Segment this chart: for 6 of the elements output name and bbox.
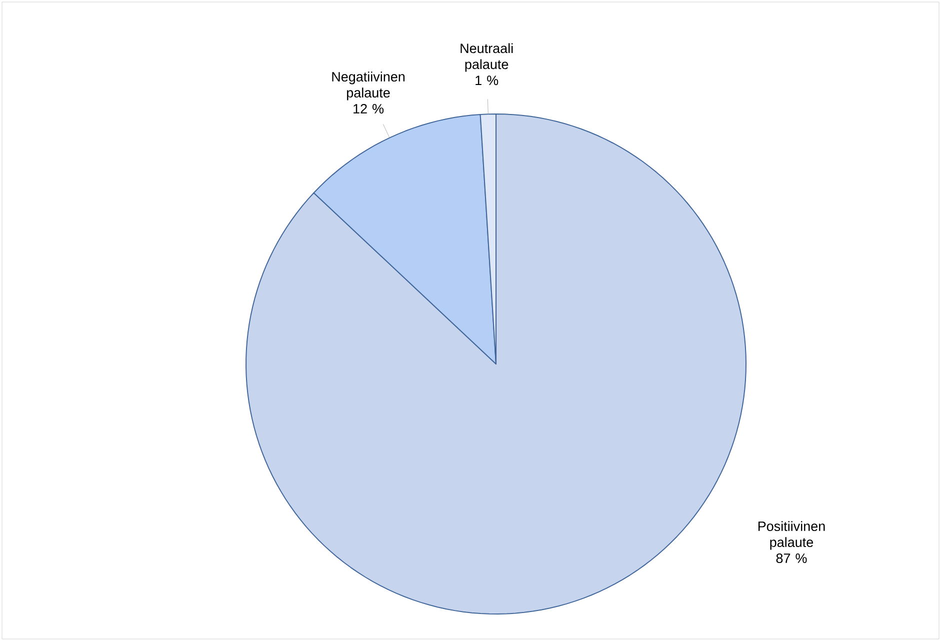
slice-label: Negatiivinen palaute bbox=[332, 72, 405, 100]
data-label: 12 % bbox=[354, 104, 384, 114]
slice-label: Positiivinen palaute bbox=[758, 521, 825, 550]
data-label: 1 % bbox=[476, 76, 498, 86]
data-label: 87 % bbox=[776, 553, 807, 564]
slice-label: Neutraali palaute bbox=[460, 43, 513, 72]
